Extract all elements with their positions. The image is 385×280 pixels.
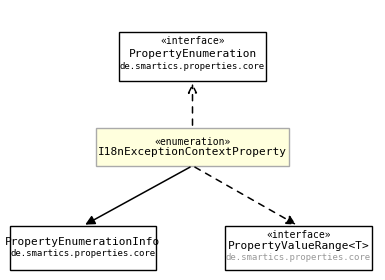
Text: PropertyEnumeration: PropertyEnumeration: [128, 48, 257, 59]
Bar: [96, 128, 289, 166]
Bar: [225, 226, 372, 269]
Text: «enumeration»: «enumeration»: [154, 137, 231, 147]
Text: I18nExceptionContextProperty: I18nExceptionContextProperty: [98, 147, 287, 157]
Text: «interface»: «interface»: [266, 230, 331, 240]
Text: PropertyValueRange<T>: PropertyValueRange<T>: [228, 241, 369, 251]
Text: de.smartics.properties.core: de.smartics.properties.core: [226, 253, 371, 262]
Text: PropertyEnumerationInfo: PropertyEnumerationInfo: [5, 237, 161, 247]
Bar: [10, 226, 156, 269]
Bar: [119, 32, 266, 81]
Text: de.smartics.properties.core: de.smartics.properties.core: [10, 249, 155, 258]
Text: «interface»: «interface»: [160, 36, 225, 46]
Text: de.smartics.properties.core: de.smartics.properties.core: [120, 62, 265, 71]
